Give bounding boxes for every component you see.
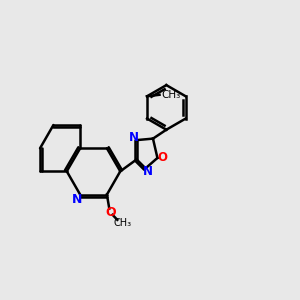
Text: N: N: [129, 131, 139, 144]
Text: O: O: [105, 206, 116, 219]
Text: N: N: [71, 194, 82, 206]
Text: N: N: [143, 165, 153, 178]
Text: CH₃: CH₃: [113, 218, 131, 228]
Text: O: O: [157, 151, 167, 164]
Text: CH₃: CH₃: [161, 90, 180, 100]
